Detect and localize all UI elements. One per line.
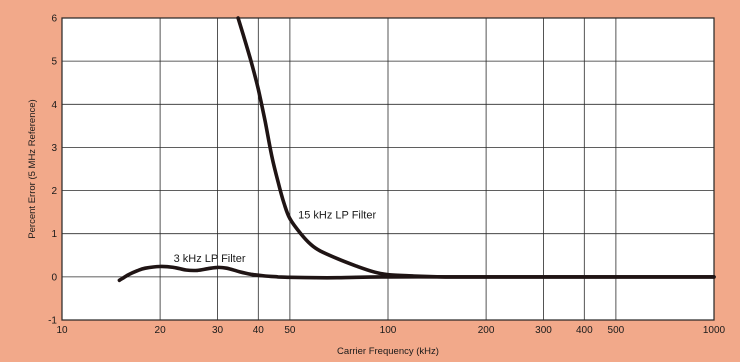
x-tick-label: 400 xyxy=(576,325,593,336)
y-tick-label: 6 xyxy=(51,14,57,25)
series-line-15khz-lp-filter xyxy=(236,16,716,279)
x-axis-label: Carrier Frequency (kHz) xyxy=(337,346,439,357)
x-tick-label: 30 xyxy=(212,325,224,336)
annotation-label: 15 kHz LP Filter xyxy=(298,210,376,222)
y-tick-label: 3 xyxy=(51,143,57,154)
grid xyxy=(61,17,715,321)
x-tick-label: 300 xyxy=(535,325,552,336)
y-tick-label: 1 xyxy=(51,229,57,240)
x-tick-label: 1000 xyxy=(703,325,726,336)
annotations: 15 kHz LP Filter 3 kHz LP Filter xyxy=(174,210,377,265)
series-lines xyxy=(117,16,716,283)
tick-labels: 10 20 30 40 50 100 200 300 400 500 1000 -1 0 1 2 3 4 5 6 xyxy=(48,14,725,337)
y-tick-label: 5 xyxy=(51,57,57,68)
x-tick-label: 100 xyxy=(380,325,397,336)
x-tick-label: 10 xyxy=(56,325,68,336)
y-tick-label: -1 xyxy=(48,316,57,327)
y-tick-label: 4 xyxy=(51,100,57,111)
y-tick-label: 2 xyxy=(51,186,57,197)
annotation-label: 3 kHz LP Filter xyxy=(174,253,246,265)
x-tick-label: 40 xyxy=(253,325,265,336)
y-tick-label: 0 xyxy=(51,272,57,283)
x-tick-label: 20 xyxy=(155,325,167,336)
y-axis-label: Percent Error (5 MHz Reference) xyxy=(27,99,38,238)
x-tick-label: 500 xyxy=(608,325,625,336)
x-tick-label: 50 xyxy=(284,325,296,336)
x-tick-label: 200 xyxy=(478,325,495,336)
